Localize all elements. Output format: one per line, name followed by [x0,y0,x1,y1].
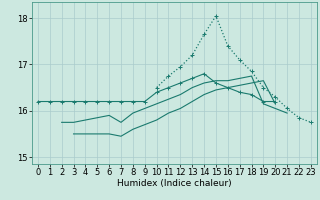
X-axis label: Humidex (Indice chaleur): Humidex (Indice chaleur) [117,179,232,188]
